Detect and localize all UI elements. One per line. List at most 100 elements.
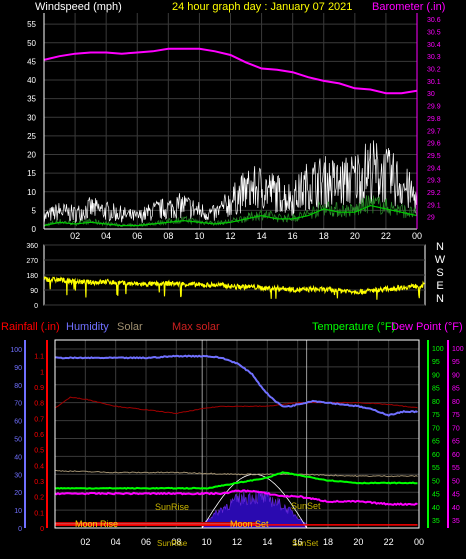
barometer-tick-label: 29: [427, 215, 435, 222]
temperature-tick-label: 40: [432, 505, 440, 512]
x-tick-label: 20: [353, 537, 363, 547]
humidity-tick-label: 50: [14, 436, 22, 443]
dew-point-tick-label: 65: [452, 439, 460, 446]
humidity-tick-label: 60: [14, 419, 22, 426]
dew-point-tick-label: 75: [452, 412, 460, 419]
humidity-tick-label: 40: [14, 454, 22, 461]
barometer-tick-label: 30.3: [427, 54, 441, 61]
rainfall-tick-label: 0.3: [34, 479, 44, 486]
windspeed-tick-label: 15: [27, 169, 36, 178]
x-tick-label: 06: [132, 231, 142, 241]
windspeed-tick-label: 55: [27, 20, 36, 29]
humidity-tick-label: 30: [14, 472, 22, 479]
dew-point-tick-label: 90: [452, 372, 460, 379]
graph-title: 24 hour graph day : January 07 2021: [172, 1, 352, 13]
x-tick-label: 10: [202, 537, 212, 547]
direction-tick-label: 270: [26, 258, 38, 265]
x-tick-label: 22: [384, 537, 394, 547]
dew-point-tick-label: 60: [452, 452, 460, 459]
sunset-label-lower: SunSet: [292, 539, 319, 548]
rainfall-tick-label: 0.7: [34, 416, 44, 423]
sunset-label-upper: SunSet: [291, 501, 321, 511]
rainfall-tick-label: 0.9: [34, 385, 44, 392]
humidity-tick-label: 20: [14, 490, 22, 497]
x-tick-label: 14: [262, 537, 272, 547]
temperature-tick-label: 45: [432, 492, 440, 499]
humidity-tick-label: 100: [10, 347, 22, 354]
barometer-axis-title: Barometer (.in): [372, 1, 445, 13]
windspeed-tick-label: 25: [27, 132, 36, 141]
direction-tick-label: 0: [34, 303, 38, 310]
temperature-tick-label: 35: [432, 518, 440, 525]
barometer-tick-label: 29.9: [427, 104, 441, 111]
x-tick-label: 16: [288, 231, 298, 241]
wind-gust-series-line: [43, 140, 418, 224]
windspeed-tick-label: 10: [27, 188, 36, 197]
x-tick-label: 18: [323, 537, 333, 547]
dew-point-tick-label: 55: [452, 465, 460, 472]
x-tick-label: 02: [80, 537, 90, 547]
solar-series-line: [54, 469, 418, 478]
compass-label: W: [435, 254, 446, 266]
dew-point-tick-label: 70: [452, 425, 460, 432]
dew-point-series-line: [54, 489, 418, 506]
x-tick-label: 10: [194, 231, 204, 241]
humidity-tick-label: 90: [14, 365, 22, 372]
humidity-tick-label: 10: [14, 508, 22, 515]
x-tick-label: 06: [141, 537, 151, 547]
x-tick-label: 02: [70, 231, 80, 241]
rainfall-tick-label: 1: [40, 369, 44, 376]
temperature-tick-label: 75: [432, 412, 440, 419]
barometer-tick-label: 30.4: [427, 42, 441, 49]
windspeed-tick-label: 5: [32, 206, 37, 215]
windspeed-tick-label: 50: [27, 39, 36, 48]
x-tick-label: 18: [319, 231, 329, 241]
compass-label: N: [436, 241, 444, 253]
wind-average-series-line: [43, 204, 418, 227]
barometer-tick-label: 30.5: [427, 30, 441, 37]
sunrise-label-upper: SunRise: [155, 502, 189, 512]
barometer-tick-label: 30: [427, 91, 435, 98]
x-tick-label: 16: [293, 537, 303, 547]
windspeed-axis-title: Windspeed (mph): [35, 1, 122, 13]
barometer-tick-label: 29.5: [427, 153, 441, 160]
temperature-tick-label: 60: [432, 452, 440, 459]
x-tick-label: 04: [111, 537, 121, 547]
dew-point-tick-label: 40: [452, 505, 460, 512]
dew-point-tick-label: 45: [452, 492, 460, 499]
legend-humidity: Humidity: [66, 321, 109, 333]
barometer-tick-label: 30.6: [427, 17, 441, 24]
humidity-series-line: [55, 354, 418, 417]
barometer-tick-label: 30.2: [427, 67, 441, 74]
windspeed-tick-label: 30: [27, 113, 36, 122]
sunrise-label-lower: SunRise: [157, 539, 188, 548]
temperature-tick-label: 50: [432, 478, 440, 485]
barometer-tick-label: 29.2: [427, 190, 441, 197]
rain-humidity-frame: [54, 339, 420, 529]
dew-point-tick-label: 95: [452, 359, 460, 366]
x-tick-label: 22: [381, 231, 391, 241]
dew-point-tick-label: 100: [452, 346, 464, 353]
barometer-tick-label: 29.4: [427, 165, 441, 172]
temperature-tick-label: 90: [432, 372, 440, 379]
max-solar-series-line: [54, 396, 418, 415]
barometer-tick-label: 29.8: [427, 116, 441, 123]
dew-point-tick-label: 50: [452, 478, 460, 485]
temperature-tick-label: 55: [432, 465, 440, 472]
rainfall-tick-label: 0.1: [34, 510, 44, 517]
temperature-tick-label: 65: [432, 439, 440, 446]
barometer-series-line: [43, 47, 418, 95]
compass-label: E: [436, 280, 443, 292]
barometer-tick-label: 29.7: [427, 128, 441, 135]
rainfall-tick-label: 0.4: [34, 463, 44, 470]
x-tick-label: 20: [350, 231, 360, 241]
windspeed-tick-label: 40: [27, 76, 36, 85]
direction-series-line: [43, 276, 425, 300]
legend-max-solar: Max solar: [172, 321, 220, 333]
x-tick-label: 14: [257, 231, 267, 241]
barometer-tick-label: 29.6: [427, 141, 441, 148]
barometer-tick-label: 29.1: [427, 202, 441, 209]
